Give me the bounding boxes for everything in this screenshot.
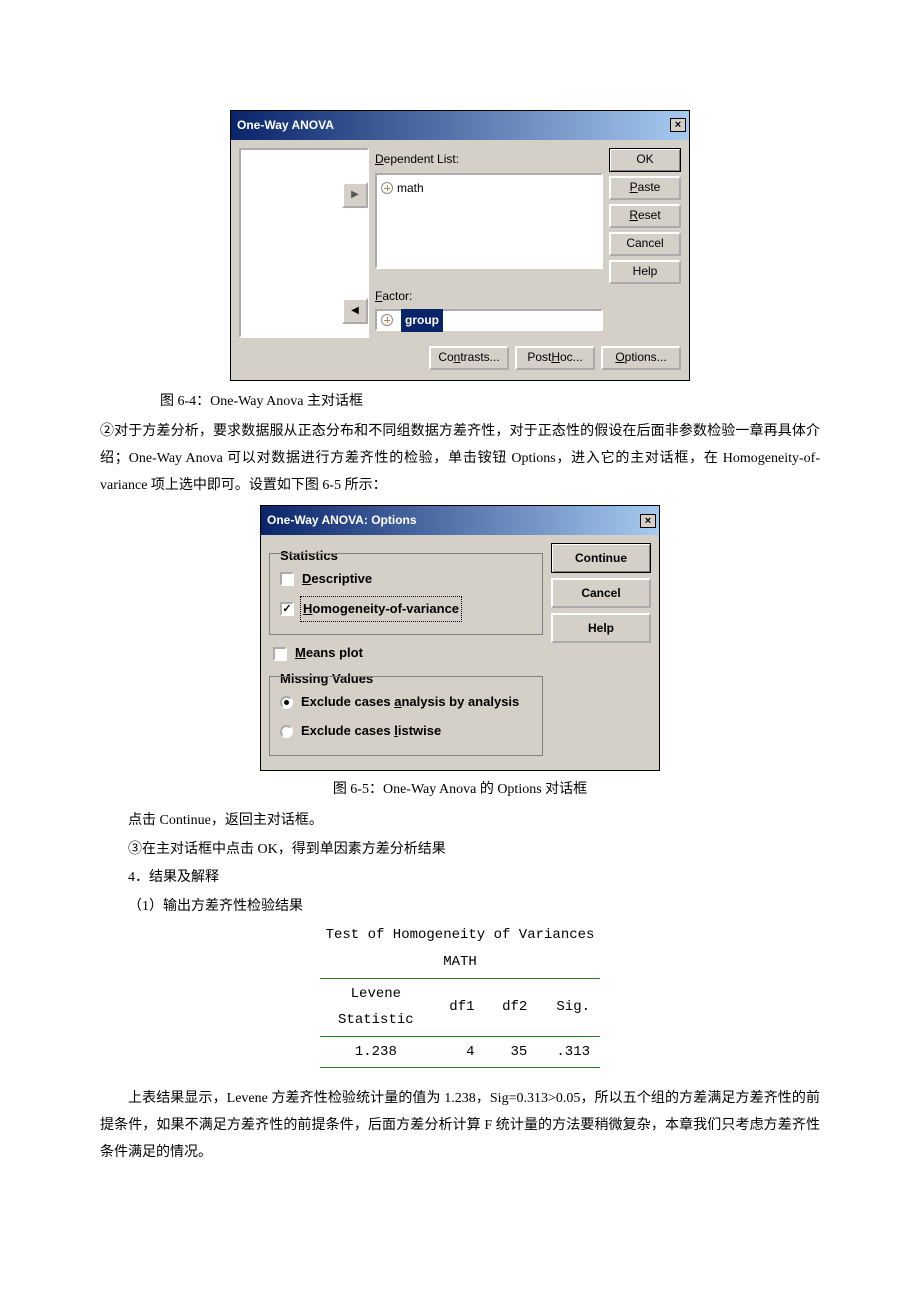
paragraph-step3: ③在主对话框中点击 OK，得到单因素方差分析结果 xyxy=(128,837,820,864)
cell-df1: 4 xyxy=(432,1036,485,1068)
dialog2-title: One-Way ANOVA: Options xyxy=(267,509,417,532)
factor-input[interactable]: group xyxy=(375,309,603,331)
means-plot-label: Means plot xyxy=(295,641,363,666)
paragraph-continue: 点击 Continue，返回主对话框。 xyxy=(128,808,820,835)
table-header-row: LeveneStatistic df1 df2 Sig. xyxy=(320,979,600,1037)
cell-df2: 35 xyxy=(485,1036,538,1068)
figure-6-5-caption: 图 6-5：One-Way Anova 的 Options 对话框 xyxy=(100,777,820,804)
table-subtitle: MATH xyxy=(320,949,600,979)
contrasts-button[interactable]: Contrasts... xyxy=(429,346,509,370)
means-plot-checkbox[interactable]: Means plot xyxy=(273,641,543,666)
help-button[interactable]: Help xyxy=(551,613,651,643)
help-button[interactable]: Help xyxy=(609,260,681,284)
paragraph-conclusion: 上表结果显示，Levene 方差齐性检验统计量的值为 1.238，Sig=0.3… xyxy=(100,1086,820,1166)
exclude-analysis-label: Exclude cases analysis by analysis xyxy=(301,690,519,715)
missing-values-groupbox: Exclude cases analysis by analysis Exclu… xyxy=(269,676,543,756)
cell-levene: 1.238 xyxy=(320,1036,432,1068)
continue-button[interactable]: Continue xyxy=(551,543,651,573)
factor-item: group xyxy=(401,309,443,332)
dialog2-titlebar: One-Way ANOVA: Options × xyxy=(261,506,659,535)
checkbox-icon xyxy=(280,572,294,586)
paragraph-results-heading: 4．结果及解释 xyxy=(128,865,820,892)
paragraph-output-1: （1）输出方差齐性检验结果 xyxy=(128,894,820,921)
move-left-button[interactable] xyxy=(342,298,368,324)
col-sig: Sig. xyxy=(537,979,600,1037)
table-row: 1.238 4 35 .313 xyxy=(320,1036,600,1068)
posthoc-button[interactable]: Post Hoc... xyxy=(515,346,595,370)
exclude-listwise-radio[interactable]: Exclude cases listwise xyxy=(280,719,532,744)
oneway-anova-dialog: One-Way ANOVA × Dependent List: math Fac… xyxy=(230,110,690,381)
exclude-listwise-label: Exclude cases listwise xyxy=(301,719,441,744)
statistics-groupbox: Descriptive Homogeneity-of-variance xyxy=(269,553,543,635)
dependent-listbox[interactable]: math xyxy=(375,173,603,269)
table-title: Test of Homogeneity of Variances xyxy=(100,922,820,949)
options-button[interactable]: Options... xyxy=(601,346,681,370)
variable-icon xyxy=(381,314,393,326)
options-dialog: One-Way ANOVA: Options × Descriptive Hom… xyxy=(260,505,660,771)
variable-icon xyxy=(381,182,393,194)
homogeneity-checkbox[interactable]: Homogeneity-of-variance xyxy=(280,596,532,623)
checkbox-icon xyxy=(273,647,287,661)
descriptive-label: Descriptive xyxy=(302,567,372,592)
col-levene: LeveneStatistic xyxy=(320,979,432,1037)
col-df2: df2 xyxy=(485,979,538,1037)
factor-label: Factor: xyxy=(375,285,603,308)
paste-button[interactable]: Paste xyxy=(609,176,681,200)
descriptive-checkbox[interactable]: Descriptive xyxy=(280,567,532,592)
cancel-button[interactable]: Cancel xyxy=(609,232,681,256)
checkbox-checked-icon xyxy=(280,602,294,616)
levene-table: LeveneStatistic df1 df2 Sig. 1.238 4 35 … xyxy=(320,979,600,1069)
ok-button[interactable]: OK xyxy=(609,148,681,172)
cell-sig: .313 xyxy=(537,1036,600,1068)
radio-icon xyxy=(280,725,293,738)
reset-button[interactable]: Reset xyxy=(609,204,681,228)
move-right-button[interactable] xyxy=(342,182,368,208)
close-icon[interactable]: × xyxy=(640,514,656,528)
radio-selected-icon xyxy=(280,696,293,709)
dialog1-titlebar: One-Way ANOVA × xyxy=(231,111,689,140)
dependent-list-label: Dependent List: xyxy=(375,148,603,171)
homogeneity-label: Homogeneity-of-variance xyxy=(300,596,462,623)
exclude-analysis-radio[interactable]: Exclude cases analysis by analysis xyxy=(280,690,532,715)
col-df1: df1 xyxy=(432,979,485,1037)
close-icon[interactable]: × xyxy=(670,118,686,132)
dialog1-title: One-Way ANOVA xyxy=(237,114,334,137)
paragraph-2: ②对于方差分析，要求数据服从正态分布和不同组数据方差齐性，对于正态性的假设在后面… xyxy=(100,419,820,499)
dependent-item: math xyxy=(397,181,424,195)
figure-6-4-caption: 图 6-4：One-Way Anova 主对话框 xyxy=(160,389,820,416)
cancel-button[interactable]: Cancel xyxy=(551,578,651,608)
